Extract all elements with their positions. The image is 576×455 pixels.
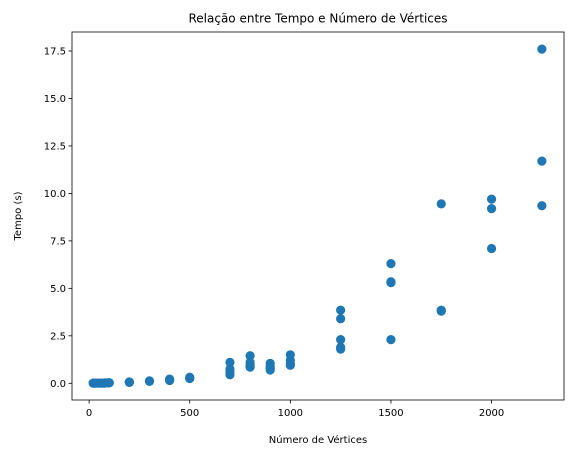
data-point (486, 243, 497, 254)
x-tick-label: 1000 (278, 408, 303, 419)
data-point (336, 335, 346, 345)
data-point (386, 259, 396, 269)
data-point (285, 350, 295, 360)
data-point (537, 156, 547, 166)
data-point (537, 44, 547, 54)
x-tick-label: 500 (180, 408, 199, 419)
x-axis-label: Número de Vértices (269, 434, 367, 446)
y-tick-label: 15.0 (44, 94, 66, 105)
y-tick-label: 0.0 (50, 379, 66, 390)
data-point (436, 305, 446, 315)
y-tick-label: 10.0 (44, 189, 66, 200)
data-point (336, 342, 346, 352)
y-tick-label: 2.5 (50, 331, 66, 342)
data-point (486, 203, 497, 214)
x-tick-label: 1500 (378, 408, 403, 419)
y-axis-label: Tempo (s) (13, 191, 24, 241)
data-point (124, 377, 134, 387)
x-tick-label: 0 (86, 408, 92, 419)
y-axis-ticks: 0.0 2.5 5.0 7.5 10.0 12.5 15.0 17.5 (44, 46, 72, 390)
x-tick-label: 2000 (479, 408, 504, 419)
data-point (537, 201, 547, 211)
plot-frame (71, 31, 565, 401)
data-point (245, 351, 255, 361)
data-point (265, 358, 275, 368)
data-point (245, 357, 255, 367)
data-points (88, 44, 547, 388)
data-point (336, 314, 346, 324)
y-tick-label: 12.5 (44, 141, 66, 152)
chart-title: Relação entre Tempo e Número de Vértices (188, 12, 447, 26)
y-tick-label: 7.5 (50, 236, 66, 247)
data-point (386, 335, 396, 345)
data-point (144, 376, 155, 386)
data-point (165, 374, 175, 384)
data-point (486, 194, 497, 204)
y-tick-label: 5.0 (50, 284, 66, 295)
x-axis-ticks: 0 500 1000 1500 2000 (86, 400, 504, 419)
data-point (386, 277, 396, 287)
data-point (436, 199, 446, 209)
data-point (185, 372, 195, 382)
y-tick-label: 17.5 (44, 46, 66, 57)
data-point (225, 357, 235, 367)
data-point (336, 305, 346, 315)
data-point (104, 378, 114, 388)
data-point (225, 364, 235, 374)
